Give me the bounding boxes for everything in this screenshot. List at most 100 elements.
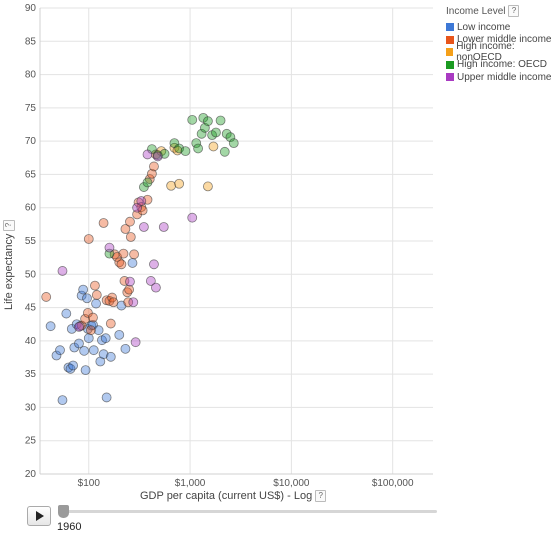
point-low-income[interactable] (100, 333, 111, 344)
point-high-income-oecd[interactable] (191, 138, 202, 149)
point-high-income-oecd[interactable] (219, 146, 230, 157)
point-lower-middle-income[interactable] (129, 249, 139, 260)
point-high-income-oecd[interactable] (215, 115, 226, 126)
point-low-income[interactable] (79, 345, 90, 356)
point-high-income-oecd[interactable] (187, 114, 198, 125)
point-upper-middle-income[interactable] (130, 337, 141, 348)
point-upper-middle-income[interactable] (136, 196, 147, 206)
legend-item-high-income-nonoecd[interactable]: High income: nonOECD (446, 41, 553, 63)
legend-item-lower-middle-income[interactable]: Lower middle income (446, 34, 553, 47)
point-high-income-oecd[interactable] (174, 143, 185, 154)
point-low-income[interactable] (76, 290, 87, 301)
point-lower-middle-income[interactable] (90, 280, 100, 291)
point-low-income[interactable] (80, 365, 91, 376)
point-lower-middle-income[interactable] (105, 318, 116, 329)
legend-help-icon[interactable]: ? (508, 5, 520, 17)
point-high-income-oecd[interactable] (225, 132, 236, 143)
point-high-income-nonoecd[interactable] (208, 141, 219, 152)
point-lower-middle-income[interactable] (104, 296, 115, 306)
point-high-income-oecd[interactable] (228, 138, 239, 149)
point-low-income[interactable] (91, 298, 101, 309)
point-upper-middle-income[interactable] (57, 266, 68, 276)
point-low-income[interactable] (95, 356, 106, 367)
point-lower-middle-income[interactable] (125, 232, 136, 242)
legend-label-high-income-oecd: High income: OECD (457, 59, 548, 71)
legend-item-high-income-oecd[interactable]: High income: OECD (446, 59, 553, 72)
point-low-income[interactable] (65, 363, 76, 374)
point-low-income[interactable] (45, 321, 56, 332)
play-button[interactable] (27, 506, 51, 526)
point-lower-middle-income[interactable] (91, 290, 102, 300)
point-low-income[interactable] (127, 258, 138, 268)
x-axis-help-icon[interactable]: ? (315, 490, 327, 502)
point-low-income[interactable] (93, 325, 104, 336)
point-lower-middle-income[interactable] (108, 297, 119, 308)
point-high-income-nonoecd[interactable] (156, 146, 167, 157)
point-upper-middle-income[interactable] (142, 149, 153, 160)
point-low-income[interactable] (55, 345, 65, 356)
point-upper-middle-income[interactable] (151, 282, 161, 293)
point-lower-middle-income[interactable] (80, 313, 91, 324)
timeline-track[interactable] (60, 510, 437, 513)
point-lower-middle-income[interactable] (116, 259, 127, 270)
point-upper-middle-income[interactable] (125, 276, 135, 287)
point-lower-middle-income[interactable] (132, 209, 143, 220)
point-upper-middle-income[interactable] (149, 259, 159, 270)
point-low-income[interactable] (105, 351, 116, 362)
chart-gridlines (39, 7, 433, 475)
point-upper-middle-income[interactable] (128, 297, 139, 308)
point-lower-middle-income[interactable] (120, 224, 131, 234)
point-lower-middle-income[interactable] (149, 161, 159, 172)
point-lower-middle-income[interactable] (41, 292, 52, 302)
y-axis-help-icon[interactable]: ? (3, 219, 15, 231)
point-high-income-oecd[interactable] (142, 177, 153, 188)
point-high-income-oecd[interactable] (196, 128, 207, 139)
point-lower-middle-income[interactable] (98, 218, 109, 228)
point-lower-middle-income[interactable] (137, 205, 148, 216)
point-low-income[interactable] (83, 333, 94, 344)
point-low-income[interactable] (82, 293, 92, 304)
point-upper-middle-income[interactable] (145, 276, 156, 286)
point-high-income-oecd[interactable] (221, 128, 232, 139)
legend-item-low-income[interactable]: Low income (446, 21, 553, 34)
y-tick-label: 50 (25, 269, 37, 280)
point-high-income-oecd[interactable] (193, 143, 204, 154)
point-upper-middle-income[interactable] (152, 151, 163, 162)
y-tick-label: 70 (25, 136, 37, 147)
point-low-income[interactable] (57, 395, 68, 406)
point-high-income-nonoecd[interactable] (203, 181, 213, 192)
point-lower-middle-income[interactable] (122, 287, 133, 298)
point-upper-middle-income[interactable] (138, 222, 149, 232)
point-low-income[interactable] (98, 349, 109, 360)
point-upper-middle-income[interactable] (104, 242, 115, 253)
point-low-income[interactable] (61, 308, 72, 319)
point-upper-middle-income[interactable] (74, 321, 84, 332)
point-low-income[interactable] (101, 392, 112, 403)
point-upper-middle-income[interactable] (187, 212, 198, 223)
point-lower-middle-income[interactable] (83, 234, 94, 244)
point-low-income[interactable] (88, 345, 99, 356)
point-lower-middle-income[interactable] (123, 297, 134, 308)
point-lower-middle-income[interactable] (147, 168, 157, 179)
point-low-income[interactable] (114, 329, 125, 340)
point-lower-middle-income[interactable] (142, 194, 153, 205)
point-low-income[interactable] (68, 360, 78, 371)
point-low-income[interactable] (51, 350, 62, 361)
point-low-income[interactable] (78, 284, 89, 295)
point-lower-middle-income[interactable] (124, 284, 134, 295)
point-lower-middle-income[interactable] (86, 325, 96, 336)
point-high-income-nonoecd[interactable] (166, 180, 177, 191)
point-lower-middle-income[interactable] (125, 216, 135, 227)
point-lower-middle-income[interactable] (88, 312, 98, 323)
point-low-income[interactable] (120, 343, 131, 354)
point-upper-middle-income[interactable] (158, 222, 169, 232)
timeline-slider-handle[interactable] (58, 505, 69, 518)
point-low-income[interactable] (74, 338, 84, 349)
point-high-income-oecd[interactable] (211, 127, 221, 138)
point-high-income-nonoecd[interactable] (174, 178, 185, 189)
legend-item-upper-middle-income[interactable]: Upper middle income (446, 71, 553, 84)
point-high-income-oecd[interactable] (203, 116, 213, 127)
point-high-income-oecd[interactable] (180, 146, 191, 157)
y-tick-label: 60 (25, 203, 37, 214)
point-lower-middle-income[interactable] (118, 248, 129, 259)
